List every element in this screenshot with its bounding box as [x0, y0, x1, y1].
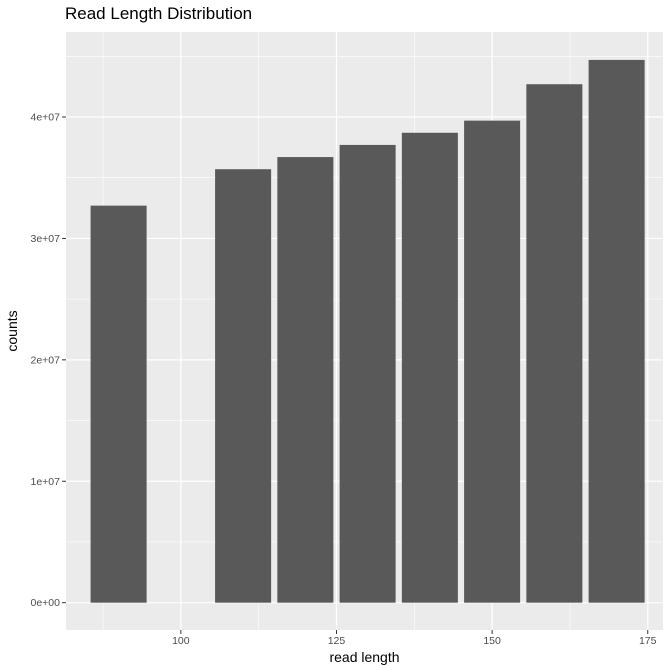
y-tick-label: 2e+07: [31, 354, 61, 366]
bar: [90, 205, 147, 603]
y-tick-label: 0e+00: [31, 597, 61, 609]
bar: [526, 84, 583, 603]
bar: [464, 120, 521, 603]
bars: [90, 59, 645, 603]
x-tick-label: 125: [328, 635, 346, 647]
x-tick-label: 175: [639, 635, 657, 647]
x-axis: 100 125 150 175: [172, 630, 657, 647]
chart-title: Read Length Distribution: [65, 4, 253, 23]
y-axis: 0e+00 1e+07 2e+07 3e+07 4e+07: [31, 111, 66, 609]
bar: [339, 144, 396, 603]
x-axis-title: read length: [329, 649, 399, 665]
bar: [588, 59, 645, 603]
y-tick-label: 1e+07: [31, 476, 61, 488]
bar: [401, 132, 458, 603]
x-tick-label: 150: [483, 635, 501, 647]
x-tick-label: 100: [172, 635, 190, 647]
y-axis-title: counts: [4, 310, 20, 351]
y-tick-label: 3e+07: [31, 233, 61, 245]
bar: [215, 169, 272, 603]
bar: [277, 157, 334, 603]
y-tick-label: 4e+07: [31, 111, 61, 123]
